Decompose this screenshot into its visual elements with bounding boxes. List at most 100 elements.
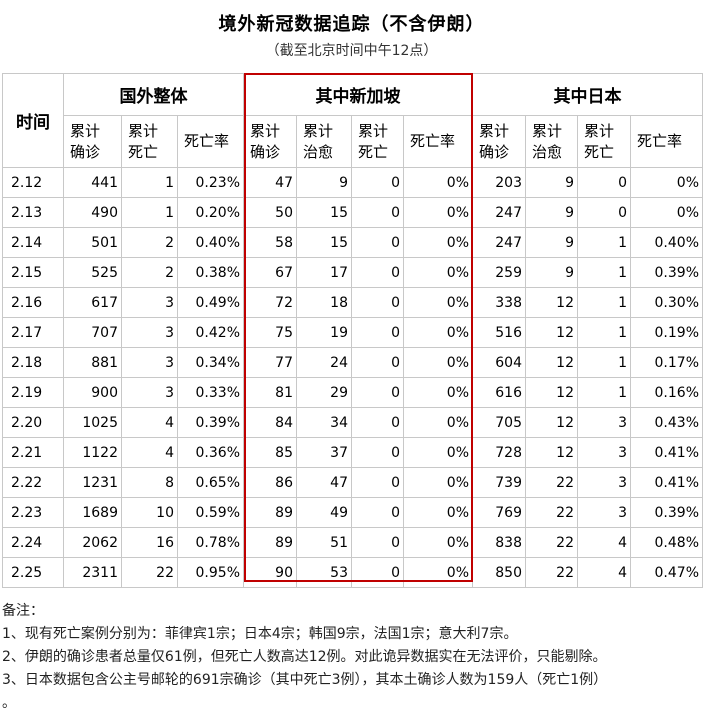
value-cell: 22 [525, 557, 578, 588]
value-cell: 3 [121, 287, 178, 318]
value-cell: 1231 [63, 467, 122, 498]
column-header-text: 死亡 [584, 142, 615, 161]
value-cell: 0.39% [630, 497, 703, 528]
value-cell: 0.59% [177, 497, 244, 528]
column-header-text: 累计 [250, 121, 281, 140]
value-cell: 47 [243, 167, 297, 198]
value-cell: 84 [243, 407, 297, 438]
value-cell: 0% [630, 167, 703, 198]
value-cell: 0% [403, 347, 473, 378]
value-cell: 3 [577, 437, 631, 468]
value-cell: 12 [525, 317, 578, 348]
value-cell: 490 [63, 197, 122, 228]
value-cell: 18 [296, 287, 352, 318]
value-cell: 1 [577, 317, 631, 348]
date-cell: 2.24 [2, 527, 64, 558]
time-header: 时间 [2, 73, 64, 168]
value-cell: 516 [472, 317, 526, 348]
value-cell: 10 [121, 497, 178, 528]
value-cell: 1 [577, 377, 631, 408]
value-cell: 0.33% [177, 377, 244, 408]
value-cell: 0 [351, 257, 404, 288]
value-cell: 1122 [63, 437, 122, 468]
date-cell: 2.25 [2, 557, 64, 588]
value-cell: 0.47% [630, 557, 703, 588]
value-cell: 525 [63, 257, 122, 288]
value-cell: 1 [577, 257, 631, 288]
table-row: 2.18 881 3 0.34% 77 24 0 0% 604 12 1 0.17% [2, 347, 703, 378]
page-subtitle: （截至北京时间中午12点） [265, 43, 438, 59]
value-cell: 2 [121, 257, 178, 288]
value-cell: 22 [525, 497, 578, 528]
column-header: 死亡率 [403, 115, 473, 168]
column-header-text: 死亡 [128, 142, 159, 161]
value-cell: 0 [351, 287, 404, 318]
value-cell: 0% [403, 497, 473, 528]
column-header: 累计 死亡 [121, 115, 178, 168]
column-header-text: 累计 [128, 121, 159, 140]
column-header-text: 累计 [70, 121, 101, 140]
group-header-singapore: 其中新加坡 [243, 73, 473, 116]
group-header-overall: 国外整体 [63, 73, 244, 116]
data-table: 时间 国外整体 其中新加坡 其中日本 累计 确诊 累计 死亡 死亡率 累计 确诊 累计 治愈 累计… [2, 73, 703, 588]
value-cell: 3 [121, 317, 178, 348]
value-cell: 203 [472, 167, 526, 198]
value-cell: 0% [403, 377, 473, 408]
value-cell: 0.41% [630, 437, 703, 468]
value-cell: 4 [121, 437, 178, 468]
notes: 备注： 1、现有死亡案例分别为：菲律宾1宗；日本4宗；韩国9宗，法国1宗；意大利… [2, 600, 702, 715]
value-cell: 0% [403, 317, 473, 348]
table-row: 2.22 1231 8 0.65% 86 47 0 0% 739 22 3 0.41% [2, 467, 703, 498]
value-cell: 0.20% [177, 197, 244, 228]
value-cell: 0 [351, 347, 404, 378]
value-cell: 22 [121, 557, 178, 588]
value-cell: 0.34% [177, 347, 244, 378]
value-cell: 37 [296, 437, 352, 468]
table-row: 2.17 707 3 0.42% 75 19 0 0% 516 12 1 0.19% [2, 317, 703, 348]
value-cell: 838 [472, 527, 526, 558]
value-cell: 85 [243, 437, 297, 468]
column-header-text: 死亡率 [637, 132, 683, 150]
date-cell: 2.19 [2, 377, 64, 408]
value-cell: 705 [472, 407, 526, 438]
column-header-text: 死亡 [358, 142, 389, 161]
table-row: 2.13 490 1 0.20% 50 15 0 0% 247 9 0 0% [2, 197, 703, 228]
value-cell: 0% [403, 287, 473, 318]
value-cell: 0 [351, 377, 404, 408]
column-header: 累计 死亡 [577, 115, 631, 168]
value-cell: 0.95% [177, 557, 244, 588]
value-cell: 247 [472, 197, 526, 228]
value-cell: 0.42% [177, 317, 244, 348]
column-header: 累计 确诊 [243, 115, 297, 168]
value-cell: 617 [63, 287, 122, 318]
value-cell: 4 [577, 557, 631, 588]
table-body: 2.12 441 1 0.23% 47 9 0 0% 203 9 0 0% 2.13 490 1 0.20% 5… [2, 167, 703, 588]
value-cell: 0 [351, 467, 404, 498]
value-cell: 9 [525, 197, 578, 228]
value-cell: 53 [296, 557, 352, 588]
value-cell: 77 [243, 347, 297, 378]
value-cell: 0 [351, 437, 404, 468]
value-cell: 900 [63, 377, 122, 408]
value-cell: 1 [577, 347, 631, 378]
value-cell: 0.40% [630, 227, 703, 258]
column-header-text: 累计 [584, 121, 615, 140]
column-header-text: 死亡率 [184, 132, 230, 150]
value-cell: 0 [351, 497, 404, 528]
table-row: 2.24 2062 16 0.78% 89 51 0 0% 838 22 4 0.48% [2, 527, 703, 558]
column-header-text: 确诊 [479, 142, 510, 161]
value-cell: 0.23% [177, 167, 244, 198]
column-header-text: 确诊 [250, 142, 281, 161]
value-cell: 1025 [63, 407, 122, 438]
table-row: 2.25 2311 22 0.95% 90 53 0 0% 850 22 4 0.47% [2, 557, 703, 588]
value-cell: 881 [63, 347, 122, 378]
value-cell: 0.49% [177, 287, 244, 318]
date-cell: 2.13 [2, 197, 64, 228]
table-row: 2.16 617 3 0.49% 72 18 0 0% 338 12 1 0.30% [2, 287, 703, 318]
value-cell: 12 [525, 377, 578, 408]
value-cell: 12 [525, 347, 578, 378]
value-cell: 3 [577, 497, 631, 528]
value-cell: 501 [63, 227, 122, 258]
value-cell: 707 [63, 317, 122, 348]
value-cell: 247 [472, 227, 526, 258]
